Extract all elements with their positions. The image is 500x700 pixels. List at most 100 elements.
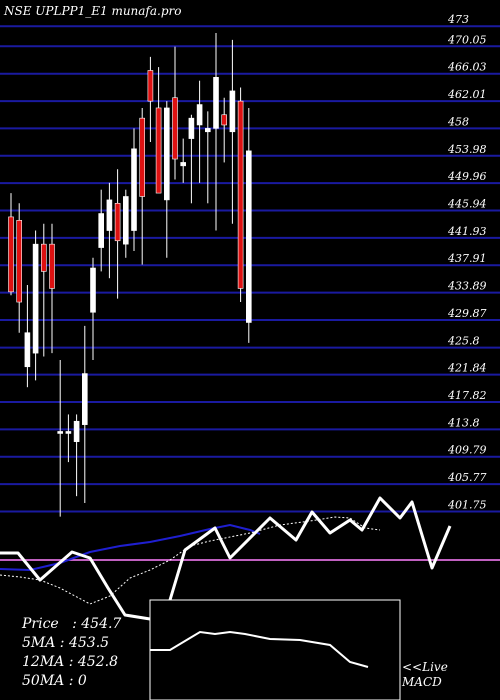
- stat-5ma-value: 453.5: [68, 635, 110, 651]
- candle-body-up: [57, 431, 64, 434]
- stat-50ma-label: 50MA: [22, 673, 65, 689]
- candle: [246, 107, 252, 343]
- candle-body-up: [24, 332, 31, 368]
- y-tick-label: 405.77: [447, 471, 487, 484]
- candle: [213, 33, 219, 231]
- candle: [139, 107, 145, 265]
- ma-blue-line: [0, 523, 261, 572]
- candle: [73, 414, 80, 497]
- candle: [155, 67, 162, 194]
- candle-body-up: [98, 213, 104, 248]
- y-tick-label: 413.8: [447, 416, 480, 429]
- candle-body-up: [180, 162, 186, 167]
- candle-body-up: [164, 107, 170, 201]
- candle-body-down: [8, 216, 14, 293]
- y-tick-label: 449.96: [447, 170, 487, 183]
- candle: [24, 285, 31, 388]
- stat-price-value: 454.7: [81, 616, 122, 632]
- candle: [98, 189, 104, 272]
- stat-50ma: 50MA : 0: [22, 673, 87, 689]
- y-tick-label: 421.84: [447, 362, 487, 375]
- y-tick-label: 453.98: [447, 143, 487, 156]
- candle-body-down: [40, 243, 47, 272]
- candle-body-down: [139, 117, 145, 197]
- y-tick-label: 441.93: [447, 225, 487, 238]
- y-tick-label: 417.82: [447, 389, 487, 402]
- y-tick-label: 458: [447, 115, 469, 128]
- chart-title: NSE UPLPP1_E1 munafa.pro: [4, 4, 182, 18]
- candle: [82, 325, 88, 503]
- price-gridlines: [0, 25, 500, 513]
- candle: [16, 203, 23, 333]
- candle-body-down: [147, 70, 154, 102]
- candle-body-up: [213, 76, 219, 129]
- candle: [123, 189, 129, 258]
- stat-price-label: Price: [22, 616, 59, 632]
- candles: [8, 33, 252, 517]
- macd-inset-line: [150, 630, 369, 668]
- candle-body-down: [49, 243, 55, 289]
- macd-label: <<Live MACD: [402, 660, 448, 690]
- macd-line: [0, 496, 452, 627]
- stat-12ma: 12MA : 452.8: [22, 654, 118, 670]
- candle: [131, 128, 137, 251]
- price-axis-labels: 473 470.05 466.03 462.01 458 453.98 449.96 445.…: [447, 13, 487, 511]
- candle-body-up: [131, 148, 137, 231]
- candle-body-down: [172, 97, 178, 160]
- macd-inset-box: [149, 599, 401, 700]
- candle-body-up: [73, 420, 80, 442]
- candle: [147, 56, 154, 142]
- y-tick-label: 466.03: [447, 61, 487, 74]
- candle: [229, 39, 236, 224]
- y-tick-label: 433.89: [447, 280, 487, 293]
- stat-12ma-value: 452.8: [77, 654, 118, 670]
- macd-label-macd: MACD: [402, 675, 442, 689]
- stat-5ma: 5MA : 453.5: [22, 635, 110, 651]
- y-tick-label: 473: [447, 13, 469, 26]
- candle: [196, 80, 203, 183]
- candle: [180, 138, 186, 183]
- candle-body-down: [155, 107, 162, 194]
- candle-body-down: [221, 114, 227, 126]
- candle: [106, 182, 113, 279]
- candle: [205, 111, 211, 204]
- candle-body-up: [65, 431, 72, 434]
- candle-body-up: [188, 117, 195, 139]
- candle: [172, 46, 178, 180]
- y-tick-label: 462.01: [447, 88, 487, 101]
- candle-body-down: [16, 220, 23, 303]
- y-tick-label: 437.91: [447, 252, 487, 265]
- stat-price: Price : 454.7: [22, 616, 122, 632]
- y-tick-label: 409.79: [447, 444, 487, 457]
- candle: [188, 114, 195, 204]
- y-tick-label: 445.94: [447, 198, 487, 211]
- candle: [57, 359, 64, 517]
- candle: [49, 223, 55, 354]
- candle-body-up: [246, 150, 252, 323]
- stat-12ma-label: 12MA: [22, 654, 65, 670]
- stat-5ma-label: 5MA: [22, 635, 56, 651]
- y-tick-label: 425.8: [447, 335, 480, 348]
- macd-label-live: <<Live: [402, 660, 448, 674]
- y-tick-label: 470.05: [447, 33, 487, 46]
- candle-body-up: [196, 104, 203, 126]
- y-tick-label: 401.75: [447, 498, 487, 511]
- candle: [8, 193, 14, 296]
- candle: [221, 97, 227, 163]
- candle: [65, 414, 72, 463]
- candle: [90, 257, 96, 360]
- candle-body-up: [32, 243, 39, 354]
- stats-panel: Price : 454.7 5MA : 453.5 12MA : 452.8 5…: [22, 615, 121, 691]
- y-tick-label: 429.87: [447, 307, 487, 320]
- candle-body-up: [229, 90, 236, 133]
- candle: [32, 230, 39, 381]
- candle-body-up: [205, 128, 211, 133]
- candle-body-up: [82, 373, 88, 425]
- candle: [114, 169, 121, 299]
- candle: [40, 223, 47, 357]
- candle-body-up: [123, 196, 129, 245]
- stat-50ma-value: 0: [77, 673, 87, 689]
- candle: [237, 87, 244, 303]
- candle: [164, 101, 170, 258]
